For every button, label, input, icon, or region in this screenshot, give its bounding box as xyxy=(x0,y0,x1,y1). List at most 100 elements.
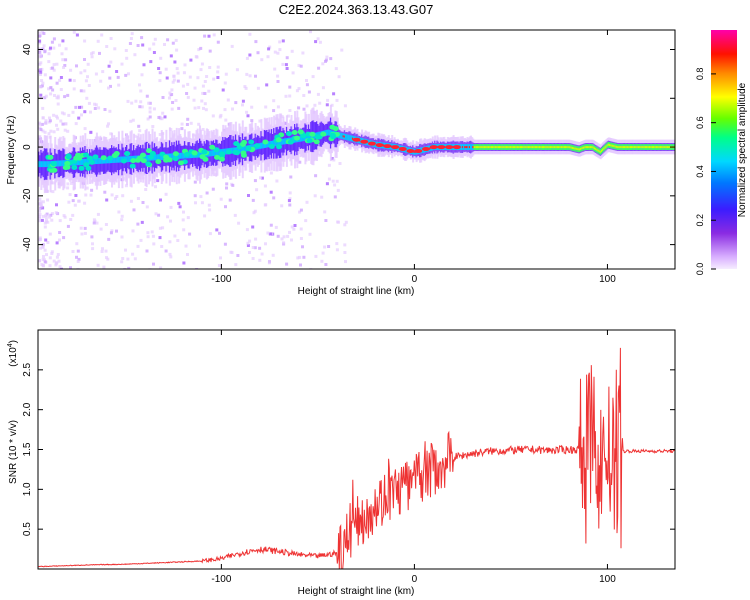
trace-peak xyxy=(612,144,615,147)
noise-speck xyxy=(47,132,51,136)
trace-peak xyxy=(534,146,537,149)
trace-core xyxy=(106,157,109,164)
trace-peak xyxy=(512,146,515,149)
noise-speck xyxy=(91,51,95,55)
snr-ytick-label: 2.0 xyxy=(22,402,33,416)
noise-speck xyxy=(127,266,131,269)
noise-speck xyxy=(278,40,282,44)
noise-speck xyxy=(41,245,45,249)
trace-blob xyxy=(219,156,225,162)
noise-speck xyxy=(264,203,268,207)
noise-speck xyxy=(62,112,66,116)
noise-speck xyxy=(38,201,42,205)
trace-peak xyxy=(499,146,501,149)
noise-speck xyxy=(49,86,53,90)
colorbar-tick-label: 0.8 xyxy=(695,68,705,81)
noise-speck xyxy=(38,34,42,38)
noise-speck xyxy=(120,235,124,239)
trace-core xyxy=(107,157,110,164)
trace-core xyxy=(111,157,113,164)
trace-core xyxy=(180,152,183,159)
trace-core xyxy=(117,156,120,163)
noise-speck xyxy=(329,57,333,61)
trace-peak xyxy=(478,146,481,149)
noise-speck xyxy=(301,245,304,249)
trace-core xyxy=(94,158,97,165)
noise-speck xyxy=(250,119,254,123)
noise-speck xyxy=(332,92,336,96)
trace-core xyxy=(85,158,88,165)
noise-speck xyxy=(288,203,292,207)
noise-speck xyxy=(113,47,117,51)
noise-speck xyxy=(85,96,89,100)
noise-speck xyxy=(56,253,60,256)
trace-core xyxy=(274,140,277,147)
noise-speck xyxy=(97,106,101,110)
noise-speck xyxy=(216,76,220,79)
trace-core xyxy=(467,144,470,150)
trace-peak xyxy=(644,146,647,149)
noise-speck xyxy=(103,190,107,194)
trace-blob xyxy=(83,152,89,158)
trace-core xyxy=(114,157,117,163)
trace-blob xyxy=(268,144,275,149)
trace-core xyxy=(77,159,80,166)
noise-speck xyxy=(39,61,43,65)
trace-core xyxy=(306,134,309,141)
trace-core xyxy=(325,130,328,136)
noise-speck xyxy=(55,241,59,245)
trace-core xyxy=(129,156,132,162)
noise-speck xyxy=(38,53,42,57)
noise-speck xyxy=(72,30,76,34)
noise-speck xyxy=(186,95,190,99)
noise-speck xyxy=(281,62,285,66)
trace-core xyxy=(104,157,106,164)
noise-speck xyxy=(77,116,81,120)
trace-peak xyxy=(662,146,665,149)
trace-core xyxy=(239,146,242,153)
noise-speck xyxy=(286,234,290,238)
noise-speck xyxy=(75,64,78,68)
noise-speck xyxy=(42,32,46,35)
trace-core xyxy=(238,146,241,153)
noise-speck xyxy=(193,180,197,184)
trace-core xyxy=(82,159,84,165)
trace-peak xyxy=(618,146,621,149)
noise-speck xyxy=(293,224,297,227)
noise-speck xyxy=(43,96,47,100)
noise-speck xyxy=(284,94,288,98)
noise-speck xyxy=(160,245,164,248)
trace-core xyxy=(40,161,43,168)
noise-speck xyxy=(205,191,209,195)
noise-speck xyxy=(176,71,180,75)
noise-speck xyxy=(292,227,296,231)
noise-speck xyxy=(258,246,262,250)
trace-peak xyxy=(517,146,520,149)
trace-peak xyxy=(636,146,639,149)
noise-speck xyxy=(201,91,205,95)
trace-core xyxy=(463,144,466,150)
noise-speck xyxy=(53,94,56,97)
noise-speck xyxy=(115,70,119,73)
noise-speck xyxy=(313,103,317,107)
noise-speck xyxy=(161,226,165,230)
noise-speck xyxy=(61,58,65,62)
noise-speck xyxy=(109,231,113,235)
trace-core xyxy=(93,158,96,165)
trace-blob xyxy=(287,139,294,145)
trace-core xyxy=(178,153,181,159)
trace-peak xyxy=(573,147,576,150)
noise-speck xyxy=(89,110,92,114)
noise-speck xyxy=(263,184,267,188)
trace-peak xyxy=(567,146,570,149)
trace-peak xyxy=(468,146,471,149)
spectrogram-xtick-label: 100 xyxy=(599,274,616,285)
trace-core xyxy=(275,140,278,146)
trace-core xyxy=(471,144,474,150)
noise-speck xyxy=(49,76,53,80)
trace-core xyxy=(211,150,214,157)
noise-speck xyxy=(124,248,127,252)
spectrogram-ylabel: Frequency (Hz) xyxy=(6,116,17,185)
trace-red-blob xyxy=(452,145,461,150)
noise-speck xyxy=(201,128,205,131)
